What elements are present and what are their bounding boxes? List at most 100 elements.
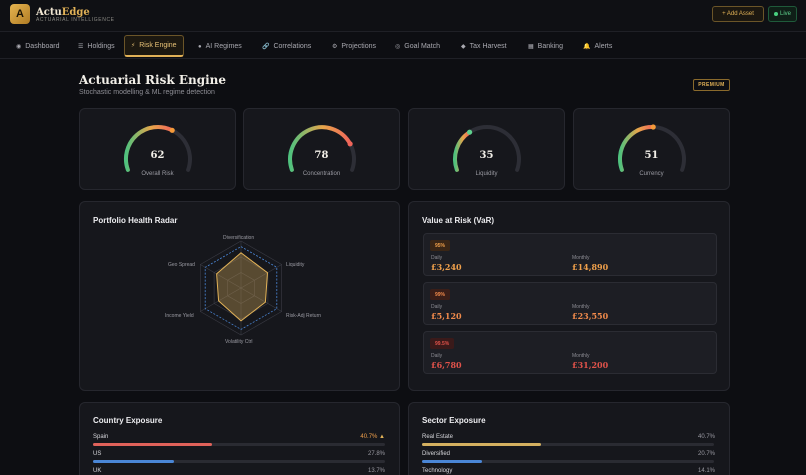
brand-tagline: ACTUARIAL INTELLIGENCE bbox=[36, 17, 115, 23]
exposure-name: UK bbox=[93, 468, 102, 474]
exposure-value: 13.7% bbox=[367, 468, 385, 474]
gauge-card-overall-risk: 62 Overall Risk bbox=[79, 108, 236, 190]
monthly-value: £23,550 bbox=[572, 311, 609, 321]
page-title: Actuarial Risk Engine bbox=[79, 73, 227, 87]
exposure-bar-track bbox=[93, 460, 385, 463]
exposure-value: 20.7% bbox=[697, 451, 715, 457]
gauge-value: 78 bbox=[314, 150, 329, 161]
tab-correlations[interactable]: 🔗 Correlations bbox=[256, 37, 317, 56]
radar-axis-label: Geo Spread bbox=[168, 262, 195, 268]
exposure-bar-track bbox=[93, 443, 385, 446]
tab-label: Alerts bbox=[594, 43, 613, 50]
sector-exposure-card: Sector Exposure Real Estate 40.7% Divers… bbox=[408, 402, 730, 475]
tab-alerts[interactable]: 🔔 Alerts bbox=[577, 37, 618, 56]
warning-icon: ▲ bbox=[379, 434, 385, 440]
gauge-knob bbox=[650, 124, 656, 130]
confidence-badge: 95% bbox=[430, 240, 451, 251]
bank-icon: ▦ bbox=[528, 44, 534, 50]
radar-axis-label: Diversification bbox=[223, 235, 255, 241]
exposure-bar-track bbox=[422, 460, 714, 463]
exposure-bar-fill bbox=[93, 460, 174, 463]
tab-tax-harvest[interactable]: ◆ Tax Harvest bbox=[455, 37, 513, 56]
monthly-value: £14,890 bbox=[572, 262, 609, 272]
confidence-badge: 99.5% bbox=[430, 338, 455, 349]
gauge-dial bbox=[453, 125, 521, 172]
sector-exposure-title: Sector Exposure bbox=[422, 416, 486, 425]
gauge-knob bbox=[169, 127, 175, 133]
portfolio-health-radar-card: Portfolio Health Radar Diversification Li… bbox=[79, 201, 400, 391]
exposure-name: Spain bbox=[93, 434, 109, 440]
gauge-label: Concentration bbox=[302, 171, 341, 177]
live-dot-icon bbox=[773, 12, 778, 16]
tab-holdings[interactable]: ☰ Holdings bbox=[72, 37, 121, 56]
tab-risk-engine[interactable]: ⚡ Risk Engine bbox=[124, 35, 184, 57]
var-row: 95% Daily £3,240 Monthly £14,890 bbox=[423, 233, 717, 276]
country-exposure-card: Country Exposure Spain 40.7% ▲ US 27.8% … bbox=[79, 402, 400, 475]
live-status-badge: Live bbox=[768, 6, 797, 22]
radar-axis-label: Risk-Adj Return bbox=[286, 313, 322, 319]
monthly-label: Monthly bbox=[572, 255, 590, 261]
tab-label: Projections bbox=[341, 43, 377, 50]
daily-value: £6,780 bbox=[431, 360, 462, 370]
page-subtitle: Stochastic modelling & ML regime detecti… bbox=[79, 89, 215, 96]
tab-banking[interactable]: ▦ Banking bbox=[522, 37, 569, 56]
exposure-name: Real Estate bbox=[422, 434, 454, 440]
gauge-dial bbox=[288, 125, 356, 172]
exposure-bar-track bbox=[422, 443, 714, 446]
monthly-label: Monthly bbox=[572, 304, 590, 310]
bolt-icon: ⚡ bbox=[131, 43, 136, 49]
tab-label: Holdings bbox=[87, 43, 115, 50]
country-exposure-title: Country Exposure bbox=[93, 416, 163, 425]
tab-label: Correlations bbox=[273, 43, 312, 50]
tab-label: Risk Engine bbox=[139, 42, 177, 49]
gauge-knob bbox=[467, 129, 473, 135]
radar-axis-label: Volatility Ctrl bbox=[225, 339, 253, 345]
tab-label: Dashboard bbox=[25, 43, 60, 50]
main-nav: ◉ Dashboard ☰ Holdings ⚡ Risk Engine ● AI Regim… bbox=[0, 33, 806, 59]
tab-label: Goal Match bbox=[404, 43, 441, 50]
gauge-value: 62 bbox=[150, 150, 165, 161]
premium-badge: PREMIUM bbox=[693, 79, 730, 91]
list-icon: ☰ bbox=[78, 44, 84, 50]
tab-goal-match[interactable]: ◎ Goal Match bbox=[389, 37, 446, 56]
tab-label: Banking bbox=[537, 43, 563, 50]
gauge-dial bbox=[618, 124, 686, 172]
gauge-card-currency: 51 Currency bbox=[573, 108, 730, 190]
tab-projections[interactable]: ⚙ Projections bbox=[326, 37, 382, 56]
app-header: A ActuEdge ACTUARIAL INTELLIGENCE + Add … bbox=[0, 0, 806, 32]
daily-label: Daily bbox=[431, 353, 443, 359]
gear-icon: ⚙ bbox=[332, 44, 338, 50]
tab-label: AI Regimes bbox=[205, 43, 242, 50]
exposure-value: 14.1% bbox=[697, 468, 715, 474]
gauge-knob bbox=[347, 141, 353, 147]
exposure-name: US bbox=[93, 451, 102, 457]
tab-ai-regimes[interactable]: ● AI Regimes bbox=[192, 37, 248, 56]
brand-name: ActuEdge bbox=[36, 7, 90, 18]
var-row: 99.5% Daily £6,780 Monthly £31,200 bbox=[423, 331, 717, 374]
monthly-value: £31,200 bbox=[572, 360, 609, 370]
radar-area bbox=[216, 252, 269, 322]
var-row: 99% Daily £5,120 Monthly £23,550 bbox=[423, 282, 717, 325]
bell-icon: 🔔 bbox=[583, 44, 591, 50]
gauge-value: 51 bbox=[644, 150, 659, 161]
gauge-card-concentration: 78 Concentration bbox=[243, 108, 400, 190]
exposure-value: 40.7% ▲ bbox=[360, 434, 385, 440]
radar-axis-label: Income Yield bbox=[165, 313, 194, 319]
gauge-label: Overall Risk bbox=[141, 171, 174, 177]
daily-value: £3,240 bbox=[431, 262, 462, 272]
gauge-card-liquidity: 35 Liquidity bbox=[408, 108, 565, 190]
daily-label: Daily bbox=[431, 304, 443, 310]
gauge-dial bbox=[124, 124, 192, 172]
value-at-risk-card: Value at Risk (VaR) 95% Daily £3,240 Mon… bbox=[408, 201, 730, 391]
radar-chart bbox=[200, 240, 282, 336]
add-asset-button[interactable]: + Add Asset bbox=[712, 6, 764, 22]
gauge-label: Currency bbox=[639, 171, 664, 177]
exposure-value: 27.8% bbox=[367, 451, 385, 457]
logo-icon: A bbox=[10, 4, 30, 24]
grid-icon: ◉ bbox=[16, 44, 22, 50]
tab-dashboard[interactable]: ◉ Dashboard bbox=[10, 37, 66, 56]
gauge-label: Liquidity bbox=[475, 171, 498, 177]
confidence-badge: 99% bbox=[430, 289, 451, 300]
gem-icon: ◆ bbox=[461, 44, 466, 50]
monthly-label: Monthly bbox=[572, 353, 590, 359]
